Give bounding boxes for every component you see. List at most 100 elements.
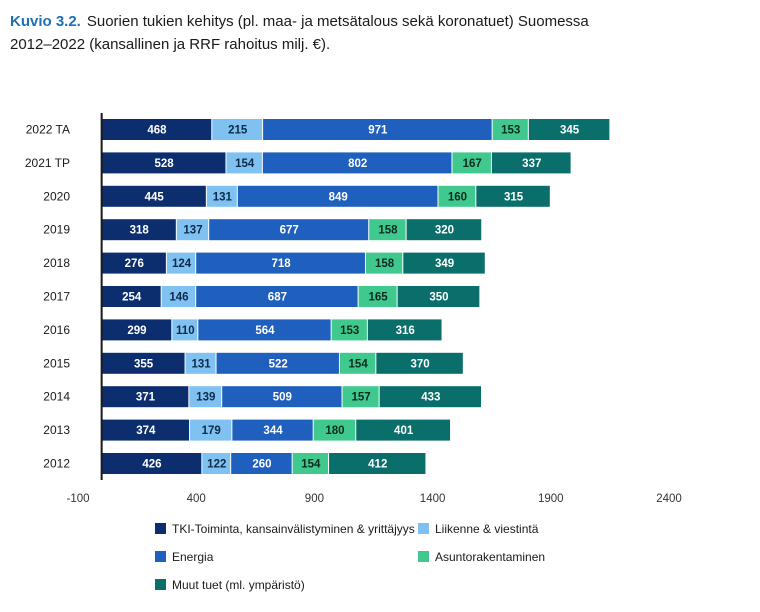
- data-label: 468: [147, 125, 167, 137]
- data-label: 146: [169, 292, 188, 304]
- data-label: 160: [448, 191, 467, 203]
- bar-segment-energia: [232, 419, 313, 441]
- data-label: 158: [375, 258, 395, 270]
- bar-segment-energia: [196, 252, 365, 274]
- x-tick-label: 2400: [656, 493, 682, 505]
- bar-segment-energia: [262, 152, 452, 174]
- category-label: 2018: [43, 256, 70, 270]
- data-label: 337: [522, 158, 541, 170]
- bar-segment-muut: [329, 453, 426, 474]
- bar-segment-tki: [101, 453, 202, 474]
- bar-segment-liikenne: [172, 319, 198, 341]
- data-label: 433: [421, 392, 440, 404]
- bar-segment-asunto: [313, 419, 356, 441]
- bar-segment-muut: [379, 386, 482, 408]
- data-label: 849: [329, 191, 348, 203]
- bar-segment-asunto: [452, 152, 491, 174]
- bar-segment-tki: [101, 319, 172, 341]
- category-label: 2017: [43, 290, 70, 304]
- bar-segment-muut: [406, 219, 482, 241]
- bar-segment-asunto: [358, 286, 397, 307]
- bar-segment-tki: [101, 419, 190, 441]
- bar-segment-muut: [491, 152, 571, 174]
- data-label: 153: [340, 325, 359, 337]
- bar-segment-liikenne: [166, 252, 196, 274]
- category-label: 2016: [43, 323, 70, 337]
- x-tick-label: 1900: [538, 493, 564, 505]
- bar-segment-asunto: [339, 352, 376, 374]
- bar-segment-tki: [101, 152, 226, 174]
- legend-label: Liikenne & viestintä: [435, 522, 539, 536]
- bar-segment-liikenne: [176, 219, 209, 241]
- category-label: 2020: [43, 189, 70, 203]
- data-label: 412: [368, 459, 387, 471]
- category-label: 2013: [43, 423, 70, 437]
- data-label: 426: [142, 459, 161, 471]
- data-label: 687: [268, 292, 287, 304]
- bar-segment-liikenne: [202, 453, 231, 474]
- data-label: 370: [410, 358, 429, 370]
- bar-segment-asunto: [365, 252, 403, 274]
- data-label: 344: [263, 425, 283, 437]
- data-label: 254: [122, 292, 142, 304]
- bar-segment-energia: [231, 453, 292, 474]
- legend-swatch-energia: [155, 551, 166, 562]
- bar-segment-tki: [101, 185, 206, 207]
- data-label: 320: [435, 225, 454, 237]
- bar-segment-energia: [209, 219, 369, 241]
- data-label: 215: [228, 125, 248, 137]
- category-label: 2021 TP: [25, 156, 70, 170]
- data-label: 154: [349, 358, 369, 370]
- data-label: 131: [191, 358, 211, 370]
- data-label: 445: [145, 191, 165, 203]
- bar-segment-energia: [216, 352, 339, 374]
- data-label: 316: [396, 325, 415, 337]
- bar-segment-muut: [376, 352, 463, 374]
- data-label: 179: [202, 425, 221, 437]
- legend-label: Muut tuet (ml. ympäristö): [172, 578, 305, 592]
- data-label: 165: [369, 292, 389, 304]
- data-label: 509: [273, 392, 292, 404]
- data-label: 157: [351, 392, 370, 404]
- bar-segment-muut: [356, 419, 451, 441]
- data-label: 137: [183, 225, 202, 237]
- data-label: 802: [348, 158, 367, 170]
- data-label: 154: [235, 158, 255, 170]
- category-label: 2015: [43, 356, 70, 370]
- bar-segment-muut: [367, 319, 442, 341]
- bar-segment-asunto: [292, 453, 329, 474]
- bar-segment-energia: [237, 185, 438, 207]
- legend: TKI-Toiminta, kansainvälistyminen & yrit…: [155, 522, 545, 592]
- caption-number: Kuvio 3.2.: [10, 13, 81, 30]
- data-label: 971: [368, 125, 388, 137]
- bar-segment-tki: [101, 252, 166, 274]
- bar-segment-asunto: [342, 386, 379, 408]
- bar-segment-liikenne: [185, 352, 216, 374]
- category-label: 2012: [43, 457, 70, 471]
- bar-segment-tki: [101, 286, 161, 307]
- x-tick-label: -100: [66, 493, 89, 505]
- legend-label: Asuntorakentaminen: [435, 550, 545, 564]
- category-label: 2022 TA: [26, 123, 70, 137]
- chart-caption: Kuvio 3.2. Suorien tukien kehitys (pl. ma…: [10, 10, 750, 56]
- bar-segment-energia: [196, 286, 358, 307]
- category-labels: 2022 TA 2021 TP 2020 2019 2018 2017 2016 2015 20…: [25, 123, 70, 471]
- data-label: 355: [134, 358, 154, 370]
- data-label: 154: [301, 459, 321, 471]
- data-label: 371: [136, 392, 156, 404]
- data-label: 718: [271, 258, 291, 270]
- data-label: 124: [172, 258, 192, 270]
- data-label: 349: [435, 258, 454, 270]
- data-label: 401: [394, 425, 414, 437]
- x-tick-label: 400: [187, 493, 206, 505]
- bar-segment-tki: [101, 352, 185, 374]
- data-label: 345: [560, 125, 580, 137]
- data-label: 260: [252, 459, 271, 471]
- data-label: 374: [136, 425, 156, 437]
- bars-layer: 468 215 971 153 345 528 154 802 167 337 445 131 849 1…: [101, 119, 610, 474]
- data-label: 153: [501, 125, 520, 137]
- data-label: 528: [154, 158, 174, 170]
- bar-segment-liikenne: [226, 152, 262, 174]
- bar-segment-energia: [263, 119, 492, 140]
- x-tick-label: 900: [305, 493, 324, 505]
